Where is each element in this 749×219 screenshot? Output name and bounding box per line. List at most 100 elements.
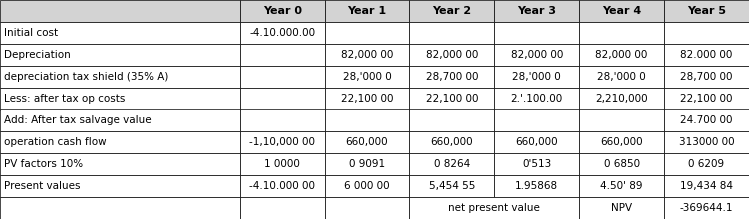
Bar bbox=[579, 66, 664, 88]
Bar bbox=[324, 110, 410, 131]
Bar bbox=[240, 0, 324, 22]
Text: Present values: Present values bbox=[4, 181, 80, 191]
Bar bbox=[0, 131, 240, 153]
Text: Year 0: Year 0 bbox=[263, 6, 302, 16]
Bar bbox=[494, 153, 579, 175]
Bar bbox=[494, 131, 579, 153]
Bar bbox=[410, 197, 579, 219]
Bar bbox=[0, 197, 240, 219]
Bar bbox=[664, 153, 749, 175]
Text: 28,'000 0: 28,'000 0 bbox=[597, 72, 646, 82]
Text: 22,100 00: 22,100 00 bbox=[425, 94, 478, 104]
Bar bbox=[410, 153, 494, 175]
Text: Initial cost: Initial cost bbox=[4, 28, 58, 38]
Bar bbox=[240, 110, 324, 131]
Bar bbox=[664, 0, 749, 22]
Text: 22,100 00: 22,100 00 bbox=[341, 94, 393, 104]
Text: 22,100 00: 22,100 00 bbox=[680, 94, 733, 104]
Bar bbox=[324, 66, 410, 88]
Text: 0 6850: 0 6850 bbox=[604, 159, 640, 169]
Text: 0 8264: 0 8264 bbox=[434, 159, 470, 169]
Bar bbox=[664, 110, 749, 131]
Text: NPV: NPV bbox=[611, 203, 632, 213]
Text: Year 3: Year 3 bbox=[518, 6, 557, 16]
Bar bbox=[410, 44, 494, 66]
Text: 0 6209: 0 6209 bbox=[688, 159, 724, 169]
Text: 28,700 00: 28,700 00 bbox=[680, 72, 733, 82]
Text: 0'513: 0'513 bbox=[522, 159, 551, 169]
Bar bbox=[579, 197, 664, 219]
Text: Year 5: Year 5 bbox=[687, 6, 726, 16]
Bar bbox=[410, 175, 494, 197]
Bar bbox=[324, 0, 410, 22]
Bar bbox=[240, 22, 324, 44]
Bar bbox=[579, 88, 664, 110]
Text: 28,'000 0: 28,'000 0 bbox=[342, 72, 392, 82]
Text: 5,454 55: 5,454 55 bbox=[428, 181, 475, 191]
Text: Depreciation: Depreciation bbox=[4, 50, 70, 60]
Bar bbox=[664, 197, 749, 219]
Bar bbox=[410, 22, 494, 44]
Bar bbox=[579, 110, 664, 131]
Bar bbox=[579, 44, 664, 66]
Bar bbox=[240, 131, 324, 153]
Text: 660,000: 660,000 bbox=[515, 137, 558, 147]
Text: 660,000: 660,000 bbox=[601, 137, 643, 147]
Bar bbox=[324, 88, 410, 110]
Bar bbox=[324, 153, 410, 175]
Bar bbox=[0, 0, 240, 22]
Text: -4.10.000.00: -4.10.000.00 bbox=[249, 28, 315, 38]
Text: 660,000: 660,000 bbox=[346, 137, 388, 147]
Bar bbox=[410, 0, 494, 22]
Text: 82,000 00: 82,000 00 bbox=[595, 50, 648, 60]
Bar bbox=[494, 88, 579, 110]
Bar bbox=[0, 44, 240, 66]
Text: 2,210,000: 2,210,000 bbox=[595, 94, 648, 104]
Bar bbox=[579, 0, 664, 22]
Text: Year 2: Year 2 bbox=[432, 6, 471, 16]
Bar bbox=[410, 66, 494, 88]
Bar bbox=[0, 110, 240, 131]
Bar bbox=[664, 175, 749, 197]
Bar bbox=[0, 22, 240, 44]
Text: 4.50' 89: 4.50' 89 bbox=[601, 181, 643, 191]
Text: 2.'.100.00: 2.'.100.00 bbox=[511, 94, 563, 104]
Text: Year 1: Year 1 bbox=[348, 6, 386, 16]
Bar bbox=[240, 44, 324, 66]
Bar bbox=[664, 131, 749, 153]
Bar bbox=[579, 153, 664, 175]
Text: PV factors 10%: PV factors 10% bbox=[4, 159, 83, 169]
Bar bbox=[494, 22, 579, 44]
Text: Year 4: Year 4 bbox=[602, 6, 641, 16]
Bar bbox=[0, 175, 240, 197]
Text: 82.000 00: 82.000 00 bbox=[680, 50, 733, 60]
Text: 28,700 00: 28,700 00 bbox=[425, 72, 478, 82]
Text: 19,434 84: 19,434 84 bbox=[680, 181, 733, 191]
Text: Add: After tax salvage value: Add: After tax salvage value bbox=[4, 115, 151, 125]
Text: 1 0000: 1 0000 bbox=[264, 159, 300, 169]
Text: depreciation tax shield (35% A): depreciation tax shield (35% A) bbox=[4, 72, 168, 82]
Bar bbox=[664, 44, 749, 66]
Bar bbox=[410, 88, 494, 110]
Bar bbox=[494, 66, 579, 88]
Text: -1,10,000 00: -1,10,000 00 bbox=[249, 137, 315, 147]
Bar bbox=[410, 131, 494, 153]
Bar bbox=[324, 197, 410, 219]
Bar bbox=[0, 153, 240, 175]
Bar bbox=[240, 88, 324, 110]
Text: net present value: net present value bbox=[449, 203, 540, 213]
Bar bbox=[0, 88, 240, 110]
Bar bbox=[664, 66, 749, 88]
Text: 6 000 00: 6 000 00 bbox=[345, 181, 389, 191]
Bar bbox=[0, 66, 240, 88]
Bar bbox=[324, 22, 410, 44]
Text: 660,000: 660,000 bbox=[431, 137, 473, 147]
Bar bbox=[664, 88, 749, 110]
Bar bbox=[494, 0, 579, 22]
Text: 82,000 00: 82,000 00 bbox=[341, 50, 393, 60]
Text: 1.95868: 1.95868 bbox=[515, 181, 558, 191]
Text: 0 9091: 0 9091 bbox=[349, 159, 385, 169]
Text: 82,000 00: 82,000 00 bbox=[511, 50, 563, 60]
Bar bbox=[240, 153, 324, 175]
Text: 24.700 00: 24.700 00 bbox=[680, 115, 733, 125]
